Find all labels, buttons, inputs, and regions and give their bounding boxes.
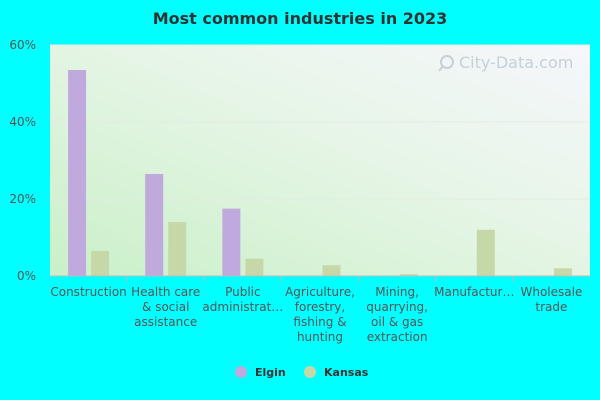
x-tick-label: Construction xyxy=(50,285,126,299)
x-tick-label-line: Mining, xyxy=(375,285,419,299)
x-tick-label-line: Public xyxy=(225,285,261,299)
bar-kansas xyxy=(91,250,110,276)
bar-kansas xyxy=(245,258,264,276)
legend-label-kansas: Kansas xyxy=(324,366,369,379)
x-tick-label: Health care & social assistance xyxy=(131,285,200,329)
x-tick-label: Wholesale trade xyxy=(520,285,582,314)
watermark-magnifier-handle xyxy=(438,65,444,72)
legend-swatch-kansas xyxy=(304,366,316,378)
x-tick-label-line: Agriculture, xyxy=(285,285,355,299)
x-tick-label-line: administrat… xyxy=(202,300,283,314)
bar-kansas xyxy=(476,229,495,276)
bar-elgin xyxy=(145,173,164,276)
bar-kansas xyxy=(553,268,572,276)
x-tick-label: Manufactur… xyxy=(434,285,514,299)
bar-kansas xyxy=(322,265,341,276)
x-tick-label-line: Health care xyxy=(131,285,200,299)
watermark: City-Data.com xyxy=(438,53,573,72)
x-axis-ticks: Construction Health care & social assistanc… xyxy=(50,276,582,344)
bar-elgin xyxy=(222,208,241,276)
y-tick-label: 20% xyxy=(9,192,36,206)
x-tick-label-line: & social xyxy=(142,300,189,314)
x-tick-label-line: extraction xyxy=(367,330,428,344)
bar-kansas xyxy=(399,274,418,276)
y-tick-label: 40% xyxy=(9,115,36,129)
watermark-magnifier-icon xyxy=(440,55,454,69)
x-tick-label-line: Construction xyxy=(50,285,126,299)
x-tick-label-line: oil & gas xyxy=(371,315,423,329)
legend: Elgin Kansas xyxy=(235,366,369,379)
y-tick-label: 0% xyxy=(17,269,36,283)
watermark-text: City-Data.com xyxy=(459,53,573,72)
legend-label-elgin: Elgin xyxy=(255,366,286,379)
x-tick-label-line: Wholesale xyxy=(520,285,582,299)
x-tick-label: Agriculture, forestry, fishing & hunting xyxy=(285,285,355,344)
y-tick-label: 60% xyxy=(9,38,36,52)
bar-elgin xyxy=(68,70,87,277)
bar-kansas xyxy=(168,222,187,276)
x-tick-label-line: fishing & xyxy=(293,315,346,329)
x-tick-label-line: quarrying, xyxy=(366,300,428,314)
x-tick-label-line: forestry, xyxy=(295,300,345,314)
chart-title: Most common industries in 2023 xyxy=(153,9,448,28)
x-tick-label: Public administrat… xyxy=(202,285,283,314)
x-tick-label-line: trade xyxy=(535,300,567,314)
x-tick-label-line: Manufactur… xyxy=(434,285,514,299)
bars xyxy=(68,70,572,277)
x-tick-label: Mining, quarrying, oil & gas extraction xyxy=(366,285,428,344)
x-tick-label-line: assistance xyxy=(134,315,197,329)
x-tick-label-line: hunting xyxy=(297,330,343,344)
gridlines xyxy=(50,44,590,200)
legend-swatch-elgin xyxy=(235,366,247,378)
plot-area xyxy=(50,45,590,276)
y-axis-ticks: 0% 20% 40% 60% xyxy=(9,38,36,283)
